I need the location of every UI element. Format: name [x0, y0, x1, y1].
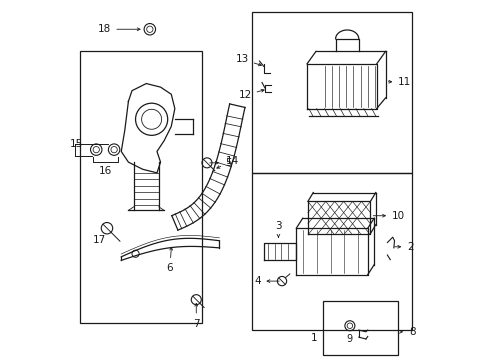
Text: 7: 7: [193, 303, 199, 329]
Text: 18: 18: [98, 24, 140, 34]
Text: 1: 1: [310, 333, 317, 343]
Text: 5: 5: [209, 158, 231, 168]
Text: 4: 4: [253, 276, 279, 286]
Bar: [80, 51, 201, 323]
Bar: [323, 301, 397, 355]
Text: 17: 17: [93, 235, 106, 246]
Text: 11: 11: [387, 77, 410, 87]
Bar: [251, 173, 411, 330]
Text: 6: 6: [166, 247, 173, 273]
Text: 15: 15: [69, 139, 82, 149]
Text: 9: 9: [346, 334, 352, 343]
Text: 2: 2: [394, 242, 413, 252]
Text: 12: 12: [238, 89, 264, 100]
Bar: [251, 12, 411, 173]
Text: 3: 3: [275, 221, 281, 237]
Text: 13: 13: [235, 54, 261, 66]
Text: 16: 16: [99, 166, 112, 176]
Text: 10: 10: [372, 211, 404, 221]
Text: 14: 14: [217, 156, 239, 168]
Text: 8: 8: [399, 327, 415, 337]
